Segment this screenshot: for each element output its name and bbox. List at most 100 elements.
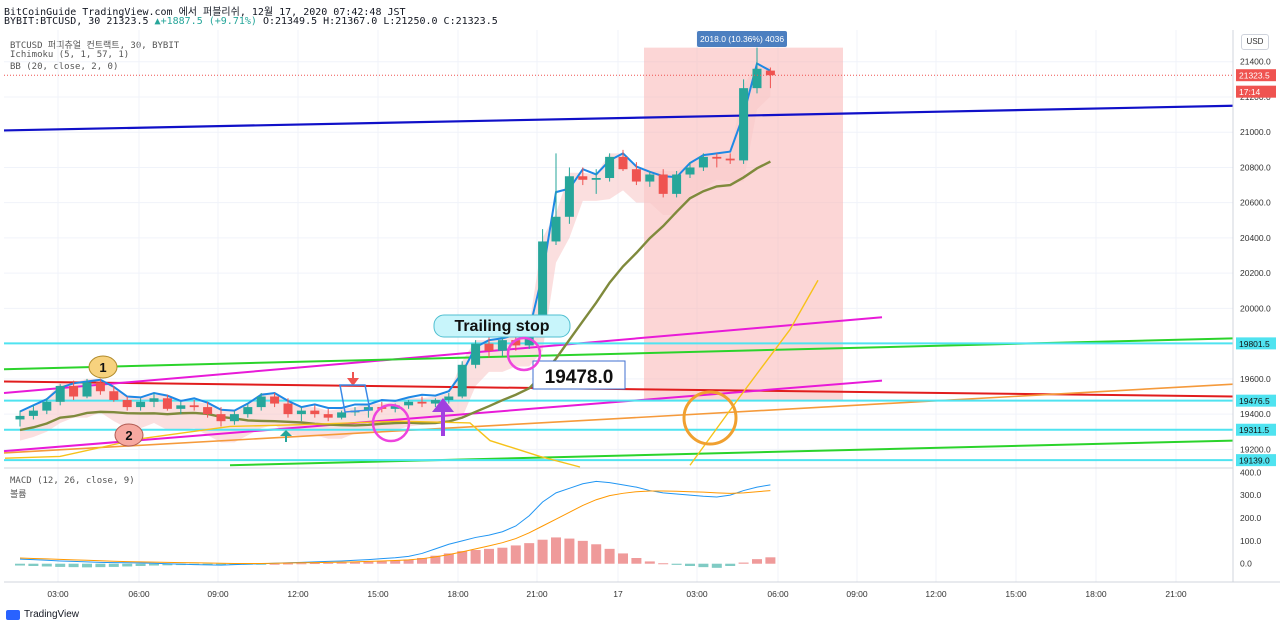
candle-body-11: [162, 398, 172, 409]
price-tick-7: 20000.0: [1240, 303, 1271, 313]
macd-hist-bar-0: [15, 563, 25, 566]
up-arrow-icon: ▲: [154, 16, 161, 27]
candle-body-48: [658, 174, 668, 194]
time-tick-0: 03:00: [47, 589, 69, 599]
macd-hist-bar-33: [457, 551, 468, 564]
measure-label-bg: [697, 31, 787, 47]
macd-hist-bar-24: [336, 562, 347, 564]
stop-price-label: 19478.0: [545, 367, 614, 388]
price-label-5: 19139.0: [1239, 456, 1270, 466]
footer-brand: TradingView: [24, 609, 80, 620]
legend-macd[interactable]: MACD (12, 26, close, 9): [10, 476, 135, 486]
green-lower-trendline: [229, 439, 1234, 467]
price-label-4: 19311.5: [1239, 425, 1269, 435]
time-tick-13: 18:00: [1085, 589, 1107, 599]
macd-hist-bar-29: [403, 559, 414, 564]
ichimoku-cloud: [20, 65, 771, 443]
candle-body-35: [484, 343, 494, 351]
legend-bollinger[interactable]: BB (20, close, 2, 0): [10, 62, 119, 72]
lagging-line-b: [689, 279, 819, 466]
macd-hist-bar-50: [685, 563, 695, 566]
time-tick-7: 17: [613, 589, 623, 599]
candle-body-28: [390, 405, 400, 409]
macd-hist-bar-19: [269, 563, 280, 565]
orange-smiley-icon: [682, 390, 738, 446]
price-label-bg-3: [1236, 394, 1276, 407]
macd-hist-bar-6: [95, 563, 106, 568]
time-tick-5: 18:00: [447, 589, 469, 599]
candle-body-16: [229, 414, 239, 422]
candle-body-29: [404, 401, 414, 406]
price-label-1: 17:14: [1239, 87, 1261, 97]
macd-hist-bar-31: [430, 555, 441, 564]
magenta-upper-trendline: [3, 316, 883, 394]
macd-hist-bar-30: [417, 558, 427, 564]
candle-body-23: [323, 414, 333, 418]
candle-body-6: [95, 382, 105, 392]
macd-hist-bar-49: [671, 563, 682, 565]
candle-body-34: [471, 343, 481, 365]
candle-body-12: [176, 405, 186, 409]
magenta-smiley-small-icon: [506, 336, 542, 372]
candle-body-4: [69, 385, 79, 397]
macd-hist-bar-32: [443, 553, 454, 564]
orange-trendline: [3, 383, 1234, 454]
legend-volume[interactable]: 볼륨: [10, 490, 27, 500]
candle-body-42: [578, 176, 588, 180]
symbol: BYBIT:BTCUSD, 30: [4, 16, 101, 27]
macd-hist-bar-23: [323, 562, 334, 564]
buy-arrow-icon: [280, 430, 292, 442]
price-tick-3: 20800.0: [1240, 162, 1271, 172]
candle-body-45: [618, 156, 628, 170]
time-tick-1: 06:00: [128, 589, 150, 599]
macd-hist-bar-10: [149, 563, 159, 566]
candle-body-43: [591, 178, 601, 180]
time-tick-12: 15:00: [1005, 589, 1027, 599]
macd-hist-bar-22: [309, 563, 320, 565]
price-change: +1887.5 (+9.71%): [160, 16, 257, 27]
candle-body-21: [296, 410, 306, 415]
price-label-bg-1: [1236, 85, 1276, 98]
macd-hist-bar-44: [604, 548, 615, 564]
candle-body-7: [109, 391, 119, 401]
signal-line: [19, 490, 771, 564]
legend-symbol-title[interactable]: BTCUSD 퍼피츄얼 컨트랙트, 30, BYBIT: [10, 41, 180, 51]
candle-body-31: [430, 400, 440, 404]
price-tick-8: 19600.0: [1240, 374, 1271, 384]
macd-hist-bar-36: [497, 547, 508, 564]
candle-body-2: [42, 401, 52, 411]
annotations: 2018.0 (10.36%) 4036 Trailing stop 19478.0…: [88, 31, 787, 447]
time-tick-11: 12:00: [925, 589, 947, 599]
time-tick-9: 06:00: [767, 589, 789, 599]
purple-up-arrow-icon: [432, 398, 454, 436]
footer[interactable]: TradingView: [6, 609, 79, 620]
price-label-bg-0: [1236, 69, 1276, 82]
candle-body-39: [538, 241, 548, 330]
macd-hist-bar-9: [135, 563, 146, 566]
marker-1-label: 1: [99, 360, 106, 375]
macd-hist-bar-55: [752, 559, 762, 564]
candle-body-41: [564, 176, 574, 217]
price-label-3: 19476.5: [1239, 396, 1270, 406]
legend-ichimoku[interactable]: Ichimoku (5, 1, 57, 1): [10, 50, 130, 60]
ohlc-values: O:21349.5 H:21367.0 L:21250.0 C:21323.5: [262, 16, 498, 27]
macd-hist-bar-2: [41, 563, 52, 567]
axes: 21400.0 2 1 200.0 21000.0 20800.0 20600.0 20400…: [4, 30, 1280, 599]
candle-body-15: [216, 414, 226, 422]
macd-hist-bar-40: [551, 537, 561, 564]
time-tick-14: 21:00: [1165, 589, 1187, 599]
price-tick-5: 20400.0: [1240, 233, 1271, 243]
candle-body-40: [551, 216, 561, 242]
symbol-ohlc-line: BYBIT:BTCUSD, 30 21323.5 ▲+1887.5 (+9.71…: [4, 16, 498, 27]
macd-hist-bar-46: [631, 558, 642, 564]
currency-button[interactable]: USD: [1241, 34, 1269, 50]
candle-body-37: [511, 340, 521, 346]
macd-hist-bar-37: [510, 545, 521, 564]
candle-body-17: [243, 407, 253, 415]
price-tick-6: 20200.0: [1240, 268, 1271, 278]
time-tick-4: 15:00: [367, 589, 389, 599]
candle-body-10: [149, 398, 159, 402]
macd-tick-1: 300.0: [1240, 490, 1262, 500]
price-tick-2: 21000.0: [1240, 127, 1271, 137]
